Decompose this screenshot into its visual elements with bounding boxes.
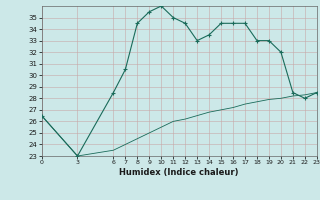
X-axis label: Humidex (Indice chaleur): Humidex (Indice chaleur) xyxy=(119,168,239,177)
